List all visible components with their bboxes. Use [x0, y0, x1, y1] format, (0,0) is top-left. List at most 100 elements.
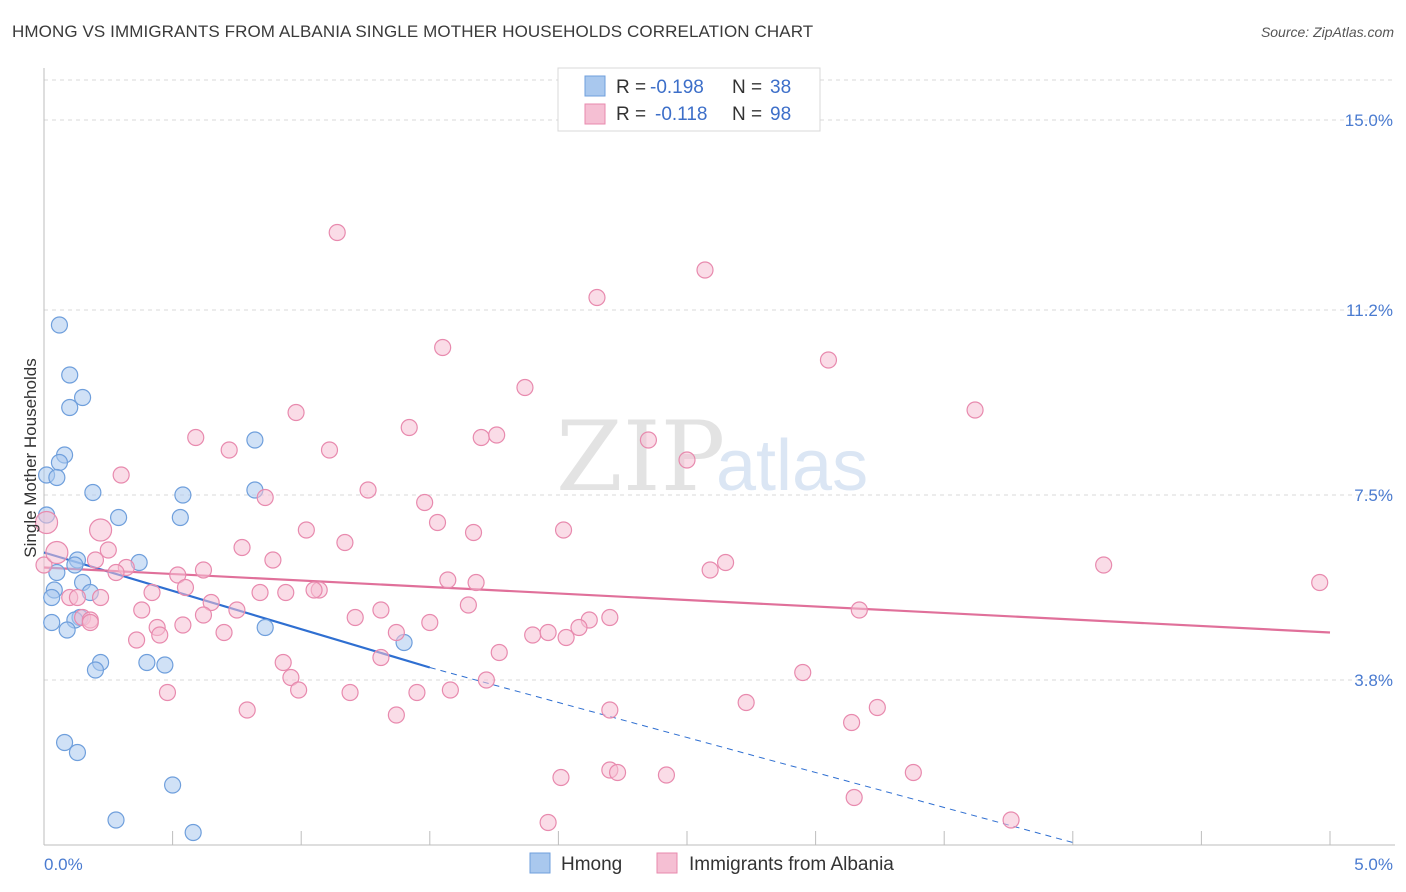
data-point	[228, 601, 246, 619]
data-point	[184, 823, 202, 842]
data-point	[305, 581, 323, 599]
data-point	[1002, 811, 1020, 829]
data-point	[588, 288, 606, 307]
data-point	[819, 351, 838, 369]
data-point	[320, 441, 339, 459]
data-point	[158, 683, 177, 702]
data-point	[554, 521, 573, 539]
data-point	[138, 653, 156, 672]
series-0-points	[37, 316, 413, 842]
data-point	[467, 573, 485, 592]
data-point	[264, 551, 282, 569]
legend-n-value-1: 38	[770, 77, 791, 98]
data-point	[171, 508, 189, 527]
data-point	[601, 701, 619, 719]
watermark: ZIP atlas	[556, 401, 868, 513]
data-point	[794, 663, 812, 682]
data-point	[488, 426, 506, 444]
data-point	[81, 613, 99, 632]
data-point	[539, 623, 557, 642]
data-point	[256, 618, 274, 637]
data-point	[169, 566, 187, 584]
data-point	[416, 493, 434, 512]
watermark-zip: ZIP	[556, 401, 725, 513]
points	[34, 223, 1329, 842]
data-point-large	[34, 510, 59, 535]
legend-r-label-1: R =	[616, 77, 646, 98]
data-point	[48, 563, 66, 582]
data-point-large	[88, 518, 113, 542]
data-point	[143, 583, 161, 602]
bottom-legend: Hmong Immigrants from Albania	[529, 852, 894, 875]
data-point	[43, 613, 61, 632]
trend-line-extension-0	[429, 667, 1073, 843]
data-point	[904, 763, 922, 782]
data-point	[151, 626, 169, 644]
data-point	[341, 683, 359, 702]
data-point	[176, 578, 195, 597]
data-point	[66, 556, 84, 574]
bottom-legend-swatch-hmong	[529, 852, 551, 874]
data-point	[678, 451, 696, 469]
data-point	[43, 588, 61, 607]
x-tick-labels: 0.0% 5.0%	[44, 855, 1393, 874]
axes	[43, 68, 1395, 846]
data-point	[472, 428, 490, 447]
data-point	[439, 571, 457, 589]
data-point	[156, 656, 174, 674]
data-point	[215, 623, 233, 642]
legend-r-label-2: R =	[616, 104, 646, 125]
data-point	[133, 601, 151, 619]
data-point	[274, 653, 292, 672]
y-tick-label: 15.0%	[1345, 111, 1393, 130]
data-point	[251, 583, 269, 602]
legend-n-value-2: 98	[770, 104, 791, 125]
data-point	[428, 513, 447, 532]
data-point	[359, 481, 377, 499]
data-point	[238, 701, 256, 719]
data-point	[68, 743, 87, 762]
data-point	[194, 561, 213, 579]
data-point	[107, 563, 125, 582]
data-point	[657, 766, 676, 784]
data-point	[109, 508, 128, 527]
data-point	[850, 601, 868, 619]
data-point	[174, 616, 192, 634]
data-point	[107, 811, 125, 829]
data-point	[55, 733, 74, 752]
data-point	[601, 608, 619, 627]
data-point	[68, 588, 87, 607]
data-point	[35, 556, 53, 574]
y-tick-label: 7.5%	[1354, 486, 1393, 505]
data-point	[233, 538, 251, 557]
data-point	[608, 763, 627, 782]
data-point	[408, 683, 426, 702]
data-point	[387, 706, 405, 724]
legend-n-label-1: N =	[732, 77, 762, 98]
data-point	[50, 453, 69, 472]
data-point	[282, 668, 300, 687]
legend-box: R = -0.198 N = 38 R = -0.118 N = 98	[557, 67, 821, 132]
data-point	[73, 388, 92, 407]
watermark-atlas: atlas	[716, 426, 868, 506]
y-tick-label: 3.8%	[1354, 671, 1393, 690]
data-point	[441, 681, 459, 699]
data-point-large	[45, 540, 69, 565]
data-point	[86, 661, 105, 679]
data-point	[246, 431, 264, 449]
data-point	[387, 623, 405, 642]
data-point	[86, 551, 105, 569]
y-axis-label: Single Mother Households	[21, 358, 40, 557]
data-point	[464, 523, 483, 542]
data-point	[372, 601, 390, 619]
legend-r-value-1: -0.198	[650, 77, 704, 98]
series-1-points	[34, 223, 1329, 832]
gridlines	[44, 79, 1395, 681]
data-point	[434, 338, 452, 357]
trend-line-1	[43, 566, 1331, 634]
data-point	[845, 788, 863, 807]
data-point	[58, 621, 76, 639]
data-point	[516, 378, 534, 397]
data-point	[328, 223, 346, 242]
y-tick-labels: 3.8% 7.5% 11.2% 15.0%	[1345, 111, 1393, 690]
